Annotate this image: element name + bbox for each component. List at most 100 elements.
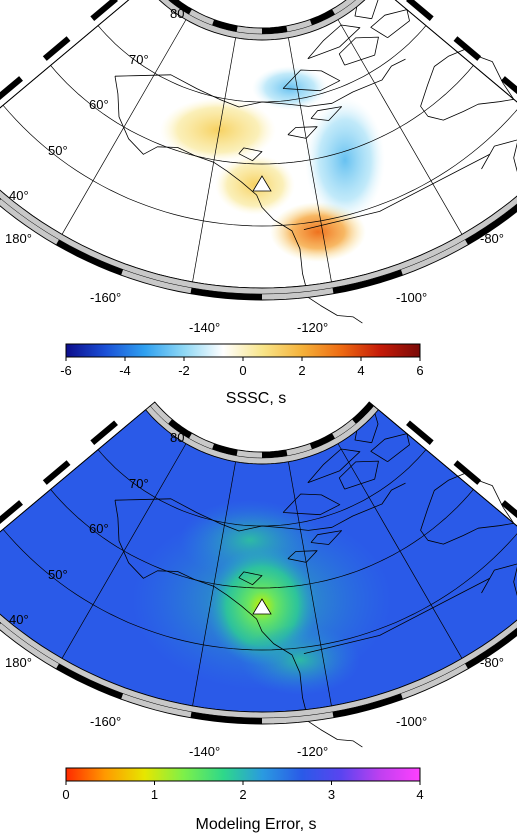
lon-label-80: -80° — [480, 655, 504, 670]
lon-label-80: -80° — [480, 231, 504, 246]
lon-label-140: -140° — [189, 320, 220, 335]
error-region-south — [240, 625, 360, 695]
lon-label-100: -100° — [396, 290, 427, 305]
coastline-segment — [307, 24, 361, 60]
meridian--140 — [192, 37, 236, 282]
lon-label-120: -120° — [297, 320, 328, 335]
triangle-icon — [252, 598, 272, 615]
frame-tick-block — [501, 500, 517, 519]
frame-tick-block — [168, 419, 192, 439]
lon-label-160: -160° — [90, 714, 121, 729]
meridian--140 — [192, 461, 236, 706]
sssc-map-panel: 80° 70° 60° 50° 40° 180° -160° -140° -12… — [0, 0, 517, 407]
coastline-segment — [307, 448, 361, 484]
lat-label-60: 60° — [89, 521, 109, 536]
coastline-segment — [338, 460, 379, 490]
coastline-segment — [420, 472, 515, 545]
frame-tick-block — [190, 711, 262, 724]
parallel-50 — [2, 529, 517, 651]
coastline-segment — [238, 571, 263, 586]
lat-label-80: 80° — [170, 6, 190, 21]
coastline-segment — [287, 126, 318, 139]
frame-tick-block — [190, 287, 262, 300]
frame-outline — [0, 409, 517, 713]
parallel-70 — [97, 449, 427, 527]
frame-tick-block — [90, 0, 118, 21]
frame-outline — [0, 401, 517, 725]
coastline-segment — [310, 530, 342, 545]
frame-tick-block — [42, 36, 71, 61]
coastline-segment — [114, 500, 363, 748]
frame-tick-block — [90, 420, 118, 445]
lat-label-80: 80° — [170, 430, 190, 445]
error-colorbar-gradient — [65, 767, 421, 782]
lat-label-50: 50° — [48, 567, 68, 582]
lon-label-180: 180° — [5, 655, 32, 670]
colorbar-tick-label: 4 — [357, 363, 364, 378]
colorbar-tick-label: -2 — [178, 363, 190, 378]
coastline-segment — [114, 58, 406, 108]
lon-label-160: -160° — [90, 290, 121, 305]
lat-label-70: 70° — [129, 476, 149, 491]
frame-tick-block — [332, 269, 403, 294]
sssc-coastlines — [114, 0, 517, 324]
coastline-segment — [303, 578, 490, 654]
sssc-colorbar-gradient — [65, 343, 421, 358]
lon-label-180: 180° — [5, 231, 32, 246]
coastline-segment — [282, 69, 341, 92]
frame-tick-block — [0, 76, 23, 101]
frame-outline — [0, 0, 517, 289]
frame-tick-block — [168, 0, 192, 15]
coastline-segment — [481, 563, 517, 596]
meridian--160 — [61, 443, 187, 659]
meridian--160 — [61, 19, 187, 235]
sssc-field — [160, 66, 385, 262]
frame-tick-block — [0, 500, 23, 525]
frame-tick-block — [309, 9, 335, 26]
lat-label-60: 60° — [89, 97, 109, 112]
frame-outline — [0, 0, 517, 295]
colorbar-tick-label: 2 — [298, 363, 305, 378]
sssc-colorbar-title: SSSC, s — [226, 390, 286, 407]
coastline-segment — [310, 106, 342, 121]
frame-tick-block — [501, 76, 517, 95]
colorbar-tick-label: 2 — [239, 787, 246, 802]
coastline-segment — [354, 0, 379, 20]
parallel-50 — [2, 105, 517, 227]
coastline-segment — [370, 433, 410, 463]
frame-outline — [0, 405, 517, 719]
coastline-segment — [238, 147, 263, 162]
coastline-segment — [420, 48, 515, 121]
lat-label-40: 40° — [9, 188, 29, 203]
frame-tick-block — [56, 239, 124, 276]
sssc-positive-anomaly-alaska — [215, 155, 295, 215]
triangle-icon — [252, 175, 272, 192]
frame-tick-block — [56, 663, 124, 700]
colorbar-tick-label: 0 — [239, 363, 246, 378]
coastline-segment — [338, 36, 379, 66]
colorbar-tick-label: 4 — [416, 787, 423, 802]
error-colorbar: 0 1 2 3 4 Modeling Error, s — [62, 767, 424, 833]
lat-label-40: 40° — [9, 612, 29, 627]
colorbar-tick-label: 1 — [151, 787, 158, 802]
error-coastlines — [114, 413, 517, 748]
frame-tick-block — [332, 693, 403, 718]
lat-label-70: 70° — [129, 52, 149, 67]
colorbar-tick-label: 3 — [328, 787, 335, 802]
frame-tick-block — [453, 460, 482, 485]
meridian--100 — [337, 19, 463, 235]
coastline-segment — [282, 493, 341, 516]
colorbar-tick-label: -4 — [119, 363, 131, 378]
frame-tick-block — [212, 443, 238, 456]
frame-tick-block — [212, 19, 238, 32]
lat-label-50: 50° — [48, 143, 68, 158]
frame-tick-block — [42, 460, 71, 485]
parallel-60 — [50, 489, 474, 589]
error-colorbar-title: Modeling Error, s — [196, 816, 317, 833]
meridian--120 — [288, 37, 332, 282]
coastline-segment — [303, 154, 490, 230]
error-map-frame — [0, 401, 517, 725]
error-field — [132, 500, 392, 695]
parallel-60 — [50, 65, 474, 165]
